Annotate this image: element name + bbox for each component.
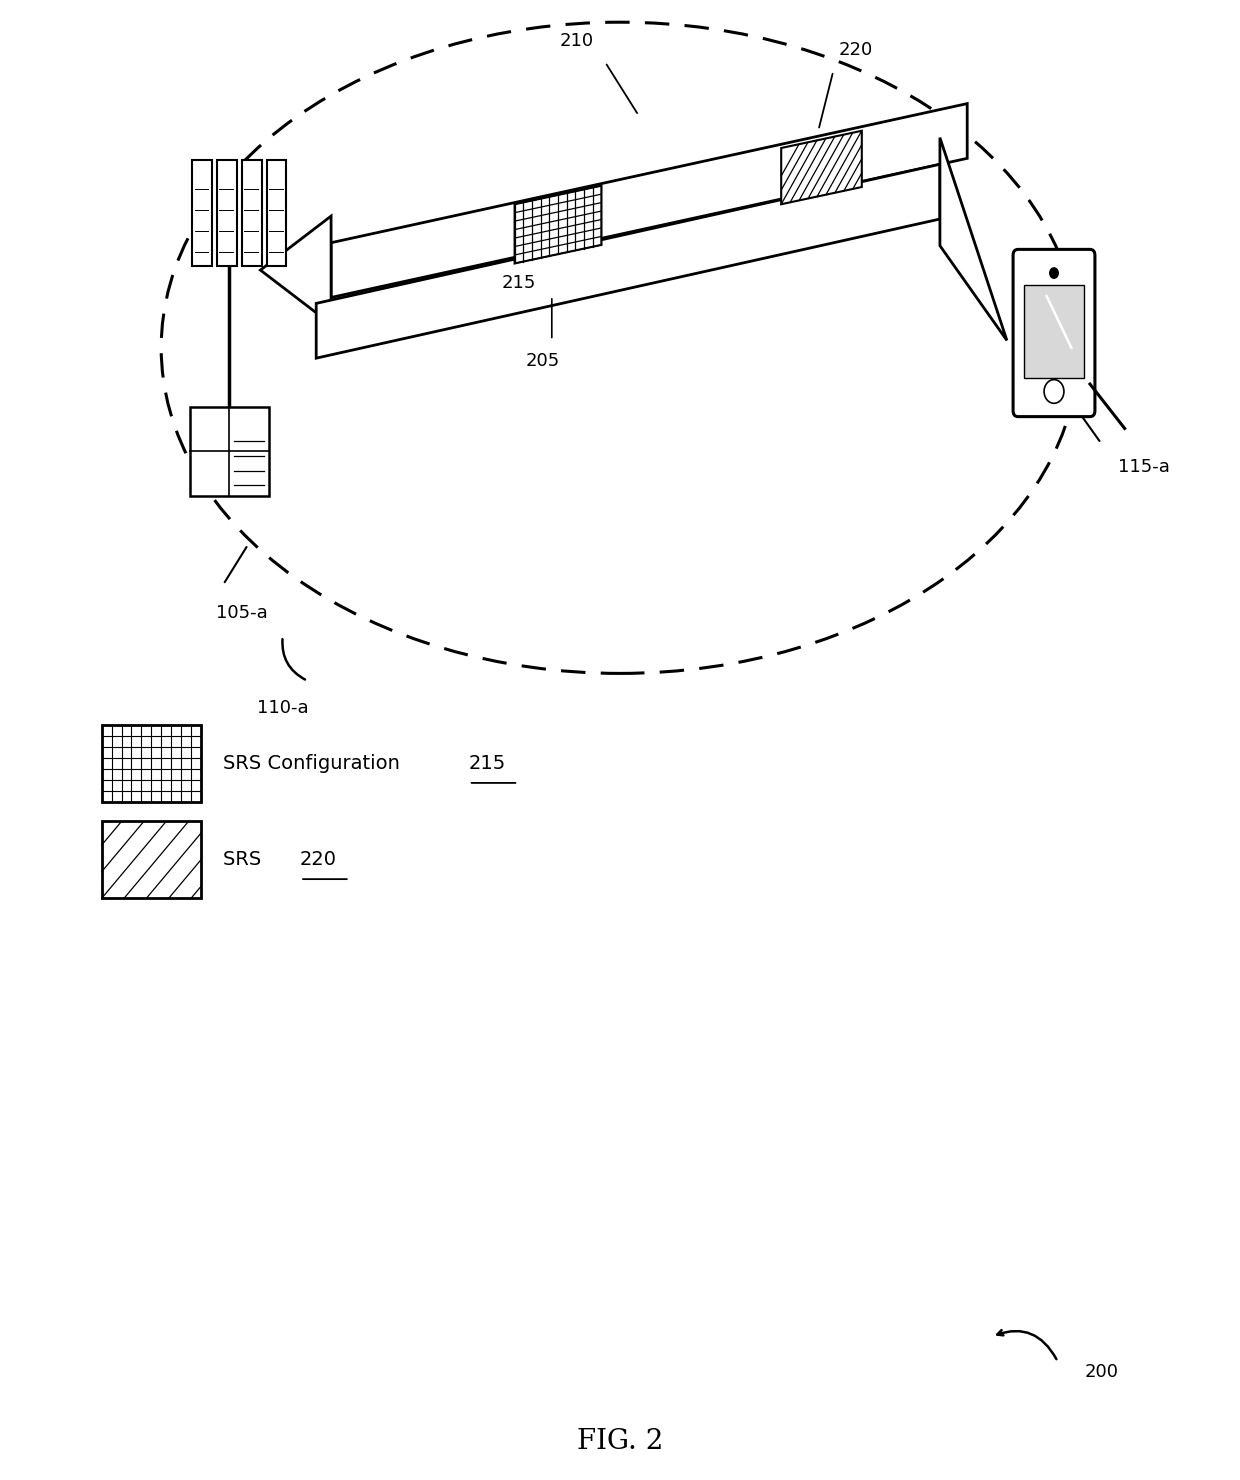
FancyBboxPatch shape — [1024, 284, 1084, 379]
Polygon shape — [940, 138, 1007, 340]
Circle shape — [1049, 266, 1059, 280]
FancyBboxPatch shape — [242, 160, 262, 266]
Text: 110-a: 110-a — [257, 699, 309, 716]
Polygon shape — [260, 216, 331, 324]
Text: 200: 200 — [1085, 1363, 1118, 1381]
Text: 105-a: 105-a — [216, 604, 268, 622]
Polygon shape — [102, 725, 201, 802]
FancyBboxPatch shape — [192, 160, 212, 266]
Text: 215: 215 — [469, 755, 506, 773]
Polygon shape — [316, 164, 940, 358]
Text: 210: 210 — [559, 33, 594, 50]
Polygon shape — [102, 821, 201, 898]
FancyBboxPatch shape — [217, 160, 237, 266]
Text: 115-a: 115-a — [1118, 459, 1171, 477]
Text: SRS Configuration: SRS Configuration — [223, 755, 407, 773]
Polygon shape — [515, 185, 601, 263]
FancyBboxPatch shape — [267, 160, 286, 266]
Text: 205: 205 — [526, 352, 560, 370]
Text: 220: 220 — [300, 851, 337, 869]
Circle shape — [1044, 380, 1064, 403]
Polygon shape — [781, 130, 862, 204]
Text: FIG. 2: FIG. 2 — [577, 1428, 663, 1455]
Text: 220: 220 — [838, 41, 873, 59]
Text: 215: 215 — [501, 274, 536, 292]
Text: SRS: SRS — [223, 851, 268, 869]
Polygon shape — [331, 104, 967, 297]
FancyBboxPatch shape — [190, 407, 269, 496]
FancyBboxPatch shape — [1013, 249, 1095, 417]
